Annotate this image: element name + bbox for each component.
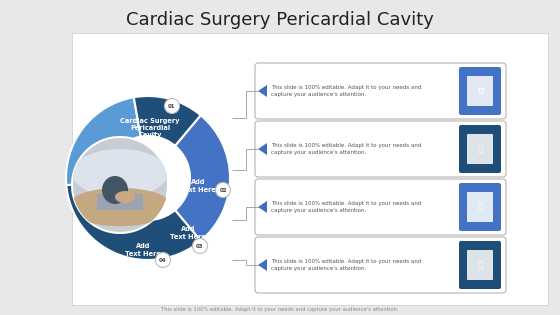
Text: 01: 01: [168, 104, 176, 108]
Text: This slide is 100% editable. Adapt it to your needs and
capture your audience's : This slide is 100% editable. Adapt it to…: [271, 85, 421, 97]
FancyBboxPatch shape: [467, 250, 493, 280]
Text: Add
Text Here: Add Text Here: [180, 179, 216, 193]
Polygon shape: [258, 85, 267, 97]
Wedge shape: [66, 97, 141, 185]
FancyBboxPatch shape: [467, 134, 493, 164]
Circle shape: [216, 182, 231, 198]
Wedge shape: [134, 96, 200, 146]
Circle shape: [70, 135, 170, 235]
FancyBboxPatch shape: [459, 67, 501, 115]
Ellipse shape: [67, 188, 173, 226]
FancyBboxPatch shape: [467, 76, 493, 106]
Circle shape: [156, 253, 170, 267]
FancyBboxPatch shape: [255, 63, 506, 119]
FancyBboxPatch shape: [459, 241, 501, 289]
Circle shape: [72, 137, 168, 233]
Ellipse shape: [102, 176, 128, 204]
Text: This slide is 100% editable. Adapt it to your needs and capture your audience's : This slide is 100% editable. Adapt it to…: [161, 306, 399, 312]
Text: This slide is 100% editable. Adapt it to your needs and
capture your audience's : This slide is 100% editable. Adapt it to…: [271, 201, 421, 213]
Polygon shape: [258, 259, 267, 271]
Circle shape: [193, 238, 208, 254]
Text: 03: 03: [196, 243, 204, 249]
Text: 📦: 📦: [478, 261, 483, 270]
FancyBboxPatch shape: [97, 194, 143, 210]
Text: 04: 04: [159, 257, 167, 262]
Text: This slide is 100% editable. Adapt it to your needs and
capture your audience's : This slide is 100% editable. Adapt it to…: [271, 259, 421, 271]
FancyBboxPatch shape: [255, 237, 506, 293]
Wedge shape: [175, 115, 230, 241]
Polygon shape: [258, 201, 267, 213]
Ellipse shape: [115, 191, 135, 203]
Text: Cardiac Surgery Pericardial Cavity: Cardiac Surgery Pericardial Cavity: [126, 11, 434, 29]
Text: Cardiac Surgery
Pericardial
Cavity: Cardiac Surgery Pericardial Cavity: [120, 117, 180, 139]
Text: Add
Text Here: Add Text Here: [125, 243, 161, 257]
Wedge shape: [66, 182, 200, 260]
Text: 🔒: 🔒: [478, 203, 483, 211]
FancyBboxPatch shape: [467, 192, 493, 222]
FancyBboxPatch shape: [72, 33, 548, 305]
Ellipse shape: [72, 149, 168, 197]
Text: 🔍: 🔍: [478, 145, 483, 153]
Text: 02: 02: [220, 187, 227, 192]
FancyBboxPatch shape: [255, 121, 506, 177]
Text: Add
Text Here: Add Text Here: [170, 226, 206, 240]
Polygon shape: [258, 143, 267, 155]
FancyBboxPatch shape: [459, 183, 501, 231]
Text: This slide is 100% editable. Adapt it to your needs and
capture your audience's : This slide is 100% editable. Adapt it to…: [271, 143, 421, 155]
FancyBboxPatch shape: [255, 179, 506, 235]
Circle shape: [165, 99, 180, 113]
FancyBboxPatch shape: [459, 125, 501, 173]
Text: ⚙: ⚙: [475, 86, 484, 96]
